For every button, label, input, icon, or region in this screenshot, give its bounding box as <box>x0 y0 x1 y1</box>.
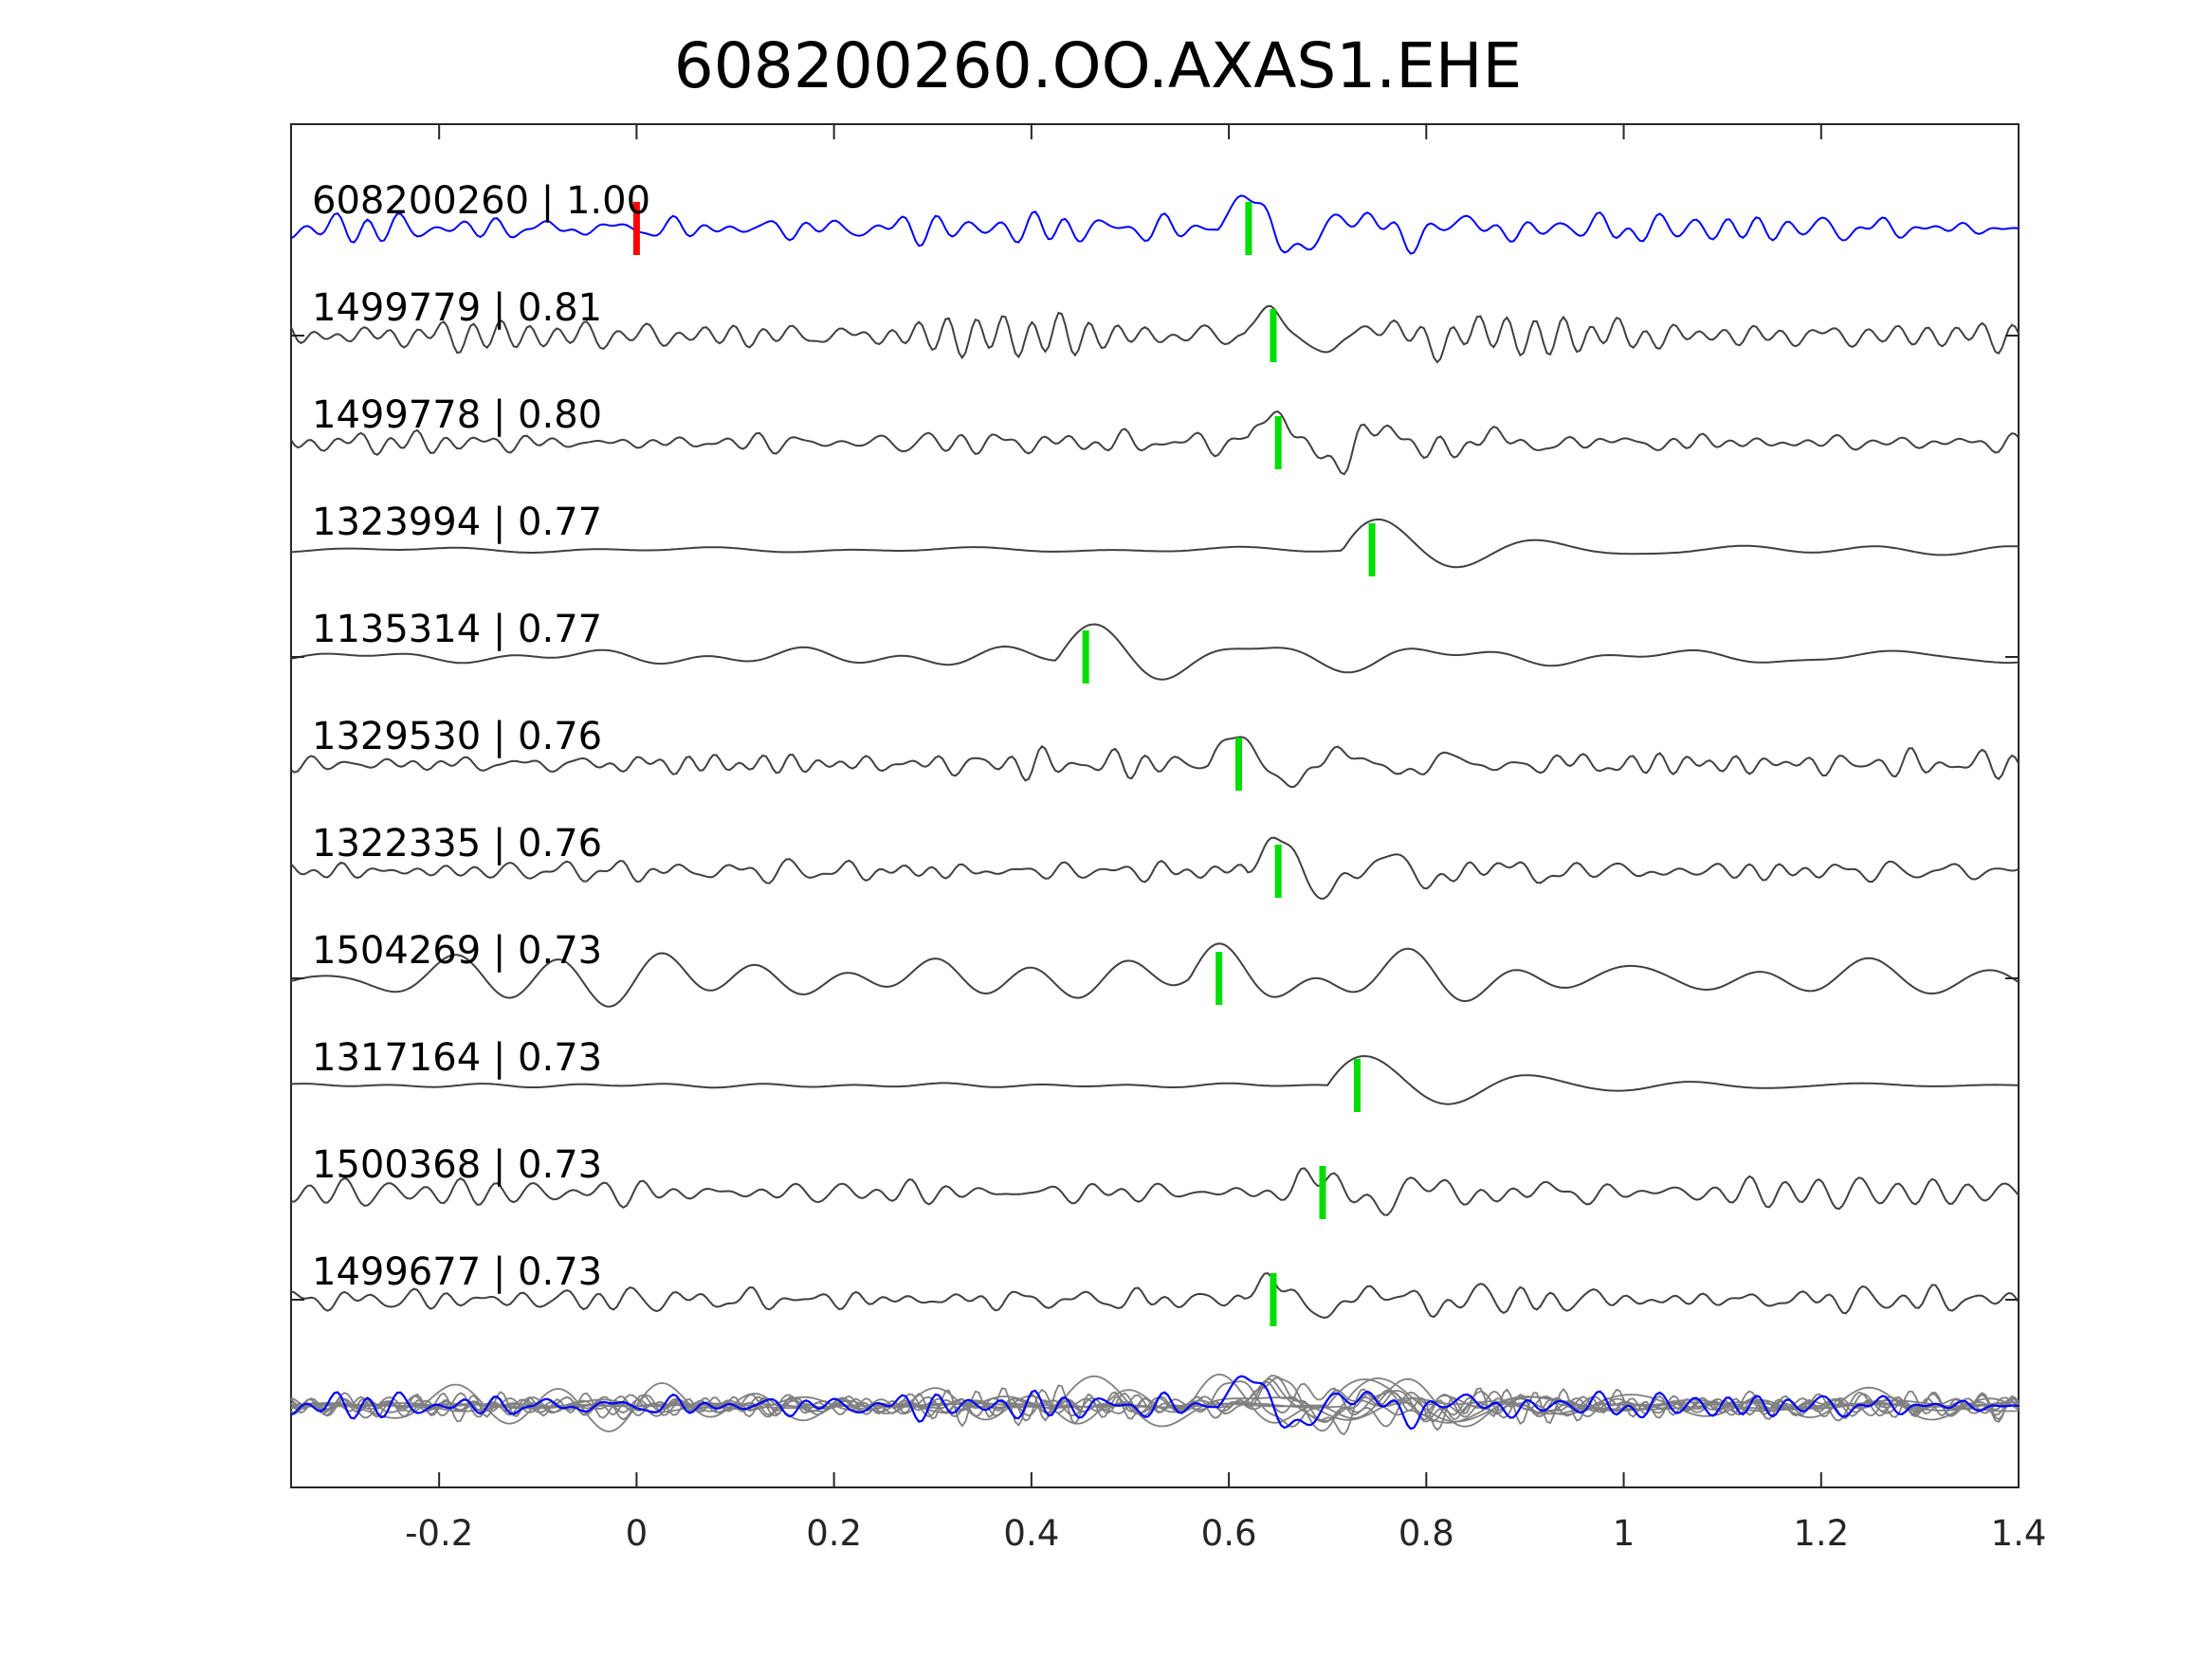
trace-line <box>290 836 2020 901</box>
trace-line <box>290 410 2020 476</box>
x-tick-label: 0.6 <box>1201 1513 1257 1554</box>
trace-label: 1499779 | 0.81 <box>312 286 602 330</box>
trace-label: 1135314 | 0.77 <box>312 608 602 651</box>
x-tick-label: -0.2 <box>405 1513 473 1554</box>
trace-label: 1504269 | 0.73 <box>312 929 602 973</box>
x-tick-label: 0.2 <box>806 1513 862 1554</box>
chart-title: 608200260.OO.AXAS1.EHE <box>674 29 1523 102</box>
x-tick-label: 1.2 <box>1793 1513 1849 1554</box>
trace-label: 608200260 | 1.00 <box>312 179 650 223</box>
trace-line <box>290 623 2020 681</box>
trace-label: 1322335 | 0.76 <box>312 822 602 866</box>
picks-layer <box>632 202 1376 1326</box>
trace-line <box>290 194 2020 255</box>
trace-line <box>290 942 2020 1008</box>
trace-line <box>290 304 2020 364</box>
trace-label: 1323994 | 0.77 <box>312 501 602 544</box>
trace-line <box>290 518 2020 569</box>
axes-frame <box>290 123 2020 1488</box>
trace-line <box>290 1272 2020 1320</box>
trace-label: 1317164 | 0.73 <box>312 1036 602 1080</box>
trace-line <box>290 1054 2020 1105</box>
trace-label: 1500368 | 0.73 <box>312 1143 602 1187</box>
x-tick-label: 0.4 <box>1003 1513 1059 1554</box>
x-tick-label: 1.4 <box>1991 1513 2047 1554</box>
x-axis: -0.2 0 0.2 0.4 0.6 0.8 1 1.2 1.4 <box>405 124 2046 1554</box>
trace-labels: 608200260 | 1.00 1499779 | 0.81 1499778 | … <box>312 179 650 1294</box>
x-tick-label: 1 <box>1613 1513 1636 1554</box>
x-tick-label: 0.8 <box>1398 1513 1454 1554</box>
x-tick-label: 0 <box>626 1513 649 1554</box>
trace-label: 1499677 | 0.73 <box>312 1250 602 1294</box>
traces-layer <box>290 194 2020 1320</box>
stack-template-line <box>290 1375 2020 1431</box>
trace-label: 1499778 | 0.80 <box>312 393 602 437</box>
stack-trace-line <box>290 1382 2020 1428</box>
trace-line <box>290 736 2020 789</box>
trace-label: 1329530 | 0.76 <box>312 715 602 758</box>
trace-line <box>290 1167 2020 1216</box>
stacked-overlay <box>290 1373 2020 1436</box>
